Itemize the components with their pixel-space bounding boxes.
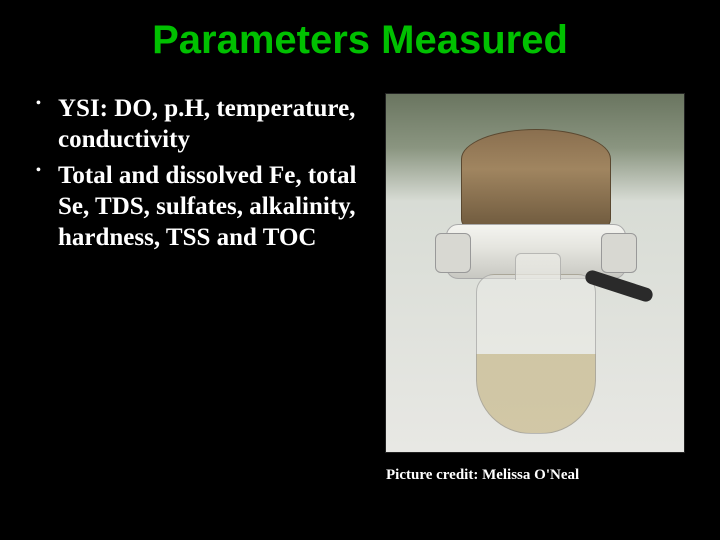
bullet-list: YSI: DO, p.H, temperature, conductivity … (30, 93, 380, 253)
picture-credit: Picture credit: Melissa O'Neal (380, 467, 579, 484)
text-column: YSI: DO, p.H, temperature, conductivity … (30, 93, 380, 484)
filtration-photo (385, 93, 685, 453)
slide-title: Parameters Measured (0, 0, 720, 63)
image-column: Picture credit: Melissa O'Neal (380, 93, 690, 484)
flask-shape (476, 274, 596, 434)
list-item: YSI: DO, p.H, temperature, conductivity (30, 93, 380, 156)
funnel-shape (461, 129, 611, 229)
content-row: YSI: DO, p.H, temperature, conductivity … (0, 93, 720, 484)
list-item: Total and dissolved Fe, total Se, TDS, s… (30, 160, 380, 254)
